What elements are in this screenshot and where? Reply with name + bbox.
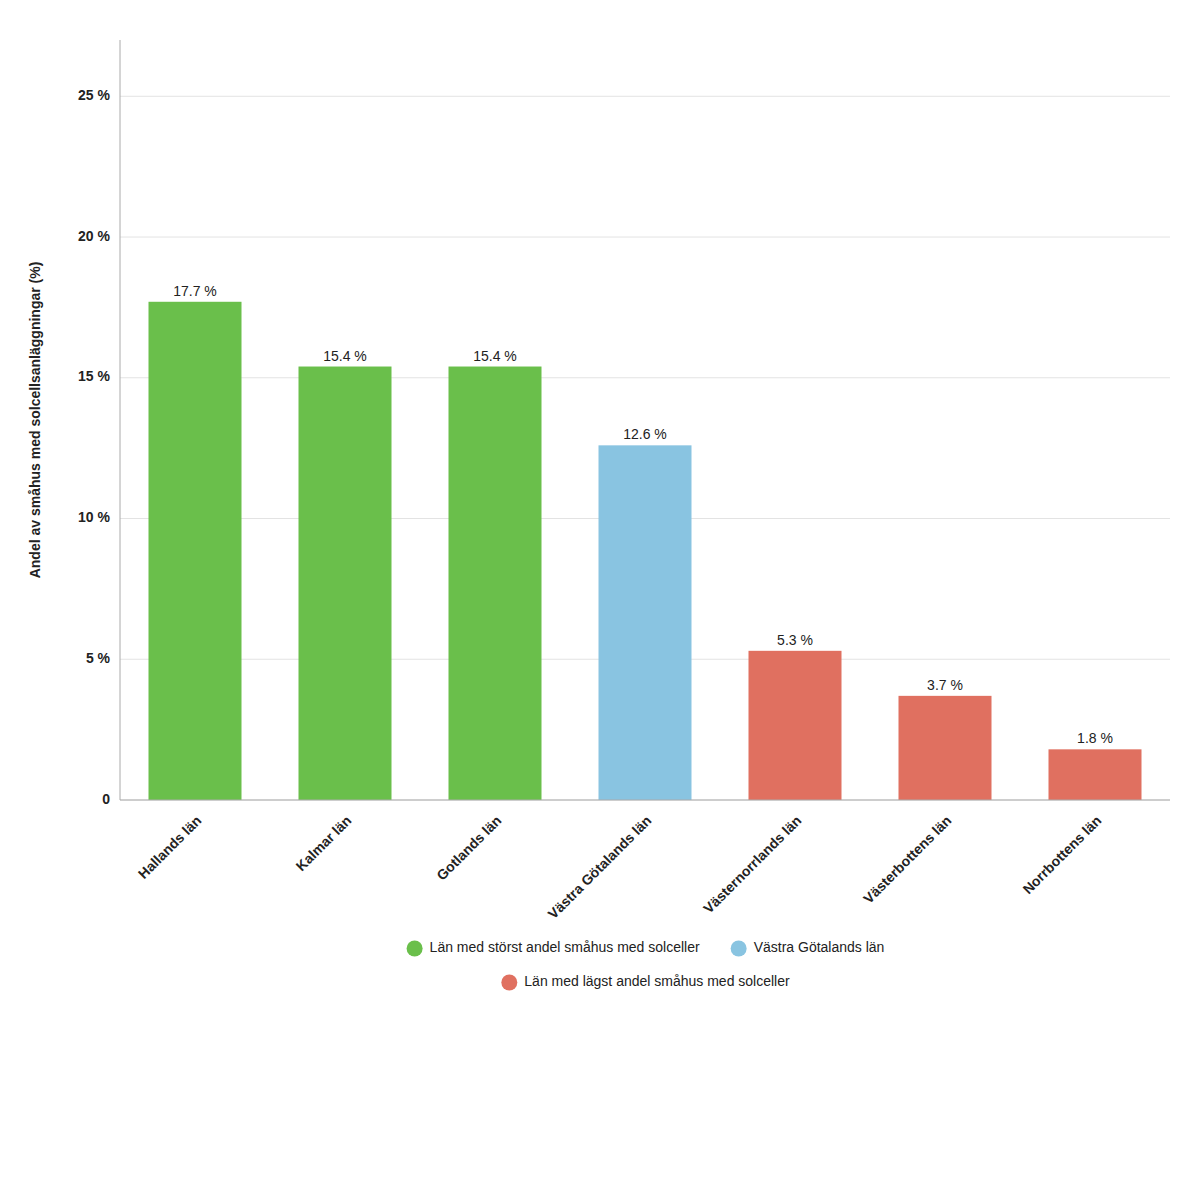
chart-container: 0 5 % 10 % 15 % 20 % 25 % 17.7 % 15.4 % 15.4 % 12…: [0, 0, 1200, 1200]
bar: [449, 367, 542, 800]
data-label: 12.6 %: [623, 426, 667, 442]
data-label: 1.8 %: [1077, 730, 1113, 746]
bars: [149, 302, 1142, 800]
y-axis-label: Andel av småhus med solcellsanläggningar…: [27, 262, 43, 579]
y-axis-line: [120, 40, 121, 800]
grid-line: [120, 96, 1170, 97]
legend-label: Län med lägst andel småhus med solceller: [524, 973, 790, 989]
grid-line: [120, 377, 1170, 378]
x-tick-label: Västerbottens län: [860, 812, 954, 906]
bar: [599, 445, 692, 800]
bar: [149, 302, 242, 800]
bar: [899, 696, 992, 800]
grid-line: [120, 237, 1170, 238]
x-tick-label: Västra Götalands län: [545, 812, 655, 922]
x-tick-label: Västernorrlands län: [700, 812, 804, 916]
x-tick-label: Kalmar län: [293, 812, 355, 874]
legend-item: Län med störst andel småhus med solcelle…: [407, 939, 700, 956]
x-axis-line: [120, 800, 1170, 801]
background: [0, 0, 1200, 1200]
data-label: 3.7 %: [927, 677, 963, 693]
data-label: 5.3 %: [777, 632, 813, 648]
legend-marker: [731, 940, 747, 956]
y-tick-label: 15 %: [78, 368, 110, 384]
y-tick-label: 10 %: [78, 509, 110, 525]
legend-label: Västra Götalands län: [754, 939, 885, 955]
y-tick-label: 20 %: [78, 228, 110, 244]
legend-item: Län med lägst andel småhus med solceller: [501, 973, 790, 990]
bar: [299, 367, 392, 800]
bar: [1049, 749, 1142, 800]
bar: [749, 651, 842, 800]
data-label: 17.7 %: [173, 283, 217, 299]
legend-label: Län med störst andel småhus med solcelle…: [430, 939, 700, 955]
x-tick-label: Norrbottens län: [1019, 812, 1104, 897]
data-label: 15.4 %: [323, 348, 367, 364]
data-label: 15.4 %: [473, 348, 517, 364]
chart-svg: 0 5 % 10 % 15 % 20 % 25 % 17.7 % 15.4 % 15.4 % 12…: [0, 0, 1200, 1200]
legend-marker: [407, 940, 423, 956]
grid: [120, 96, 1170, 800]
y-tick-label: 25 %: [78, 87, 110, 103]
x-tick-label: Gotlands län: [433, 812, 504, 883]
legend-item: Västra Götalands län: [731, 939, 885, 956]
x-tick-label: Hallands län: [135, 812, 205, 882]
legend: Län med störst andel småhus med solcelle…: [407, 939, 885, 990]
grid-line: [120, 800, 1170, 801]
y-tick-label: 0: [102, 791, 110, 807]
legend-marker: [501, 974, 517, 990]
y-tick-label: 5 %: [86, 650, 111, 666]
